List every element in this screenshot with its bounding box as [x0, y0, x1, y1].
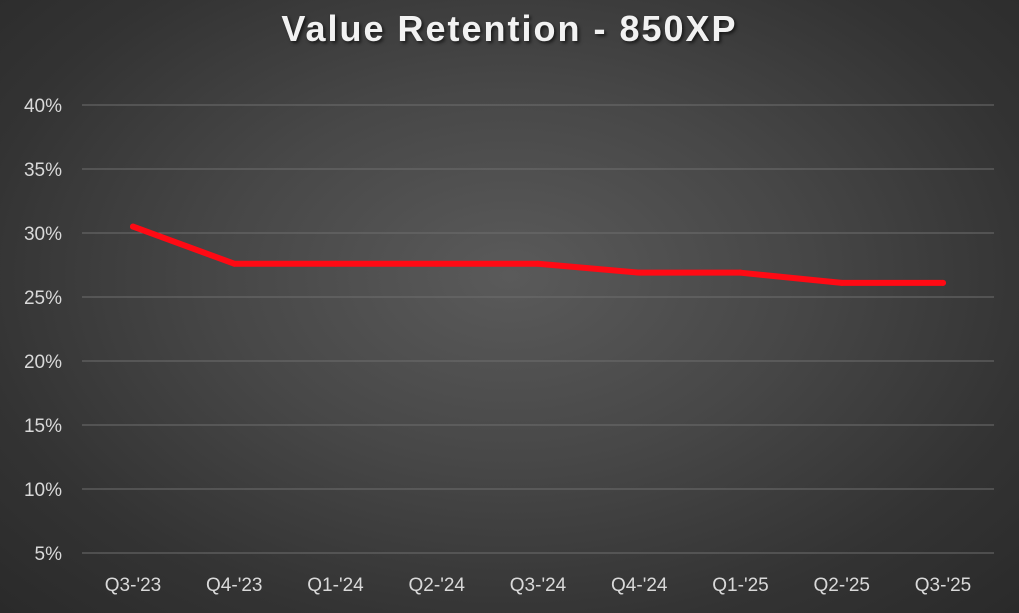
- data-point: [940, 279, 946, 286]
- y-tick-label: 10%: [24, 480, 62, 501]
- data-point: [838, 279, 845, 286]
- y-tick-label: 30%: [24, 224, 62, 245]
- x-tick-label: Q4-'24: [611, 575, 668, 596]
- x-tick-label: Q3-'24: [510, 575, 567, 596]
- data-point: [636, 269, 643, 276]
- x-tick-label: Q2-'24: [409, 575, 466, 596]
- chart-title: Value Retention - 850XP: [281, 8, 738, 49]
- data-point: [130, 223, 136, 230]
- y-tick-label: 25%: [24, 288, 62, 309]
- data-point: [535, 260, 541, 267]
- series-line: [130, 223, 946, 286]
- data-point: [231, 260, 238, 267]
- y-tick-label: 20%: [24, 352, 62, 373]
- y-tick-label: 40%: [24, 96, 62, 117]
- x-tick-label: Q3-'25: [915, 575, 971, 596]
- x-tick-label: Q2-'25: [814, 575, 870, 596]
- data-point: [433, 260, 440, 267]
- data-point: [737, 269, 744, 276]
- x-tick-label: Q1-'24: [307, 575, 364, 596]
- y-tick-label: 5%: [35, 544, 63, 565]
- x-tick-label: Q4-'23: [206, 575, 262, 596]
- y-tick-label: 35%: [24, 160, 62, 181]
- x-tick-label: Q3-'23: [105, 575, 161, 596]
- data-point: [332, 260, 339, 267]
- x-tick-label: Q1-'25: [712, 575, 768, 596]
- y-tick-label: 15%: [24, 416, 62, 437]
